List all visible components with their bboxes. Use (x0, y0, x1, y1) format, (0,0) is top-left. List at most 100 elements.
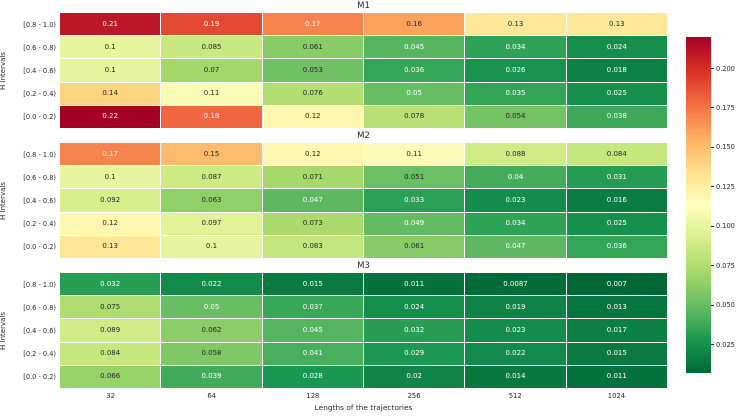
colorbar-tick: 0.150 (711, 143, 735, 151)
heatmap-cell: 0.036 (566, 235, 667, 258)
heatmap-cell: 0.05 (364, 82, 465, 105)
plot-title-m2: M2 (357, 131, 370, 141)
y-tick-label: [0.4 - 0.6) (23, 196, 56, 205)
heatmap-cell: 0.034 (465, 212, 566, 235)
y-tick-label: [0.4 - 0.6) (23, 66, 56, 75)
colorbar-tick: 0.075 (711, 262, 735, 270)
colorbar-tick-label: 0.175 (716, 103, 735, 112)
colorbar-tick-label: 0.150 (716, 143, 735, 152)
heatmap-cell: 0.0087 (465, 273, 566, 296)
heatmap-cell: 0.047 (465, 235, 566, 258)
heatmap-cell: 0.084 (60, 342, 161, 365)
heatmap-cell: 0.084 (566, 143, 667, 166)
heatmap-cell: 0.12 (262, 105, 363, 128)
y-tick-label: [0.2 - 0.4) (23, 219, 56, 228)
heatmap-cell: 0.051 (364, 166, 465, 189)
y-tick-label: [0.0 - 0.2) (23, 112, 56, 121)
heatmap-cell: 0.041 (262, 342, 363, 365)
heatmap-cell: 0.1 (60, 59, 161, 82)
heatmap-cell: 0.04 (465, 166, 566, 189)
heatmap-cell: 0.014 (465, 365, 566, 388)
colorbar-tick: 0.175 (711, 104, 735, 112)
y-tick-label: [0.8 - 1.0) (23, 20, 56, 29)
y-tick-label: [0.8 - 1.0) (23, 280, 56, 289)
y-tick-label: [0.4 - 0.6) (23, 326, 56, 335)
heatmap-m3: 0.032 0.022 0.015 0.011 0.0087 0.007 0.075 0.05… (60, 273, 667, 388)
y-tick-label: [0.0 - 0.2) (23, 242, 56, 251)
colorbar-tick: 0.050 (711, 301, 735, 309)
heatmap-cell: 0.1 (60, 36, 161, 59)
heatmap-cell: 0.026 (465, 59, 566, 82)
heatmap-cell: 0.036 (364, 59, 465, 82)
x-tick-label: 128 (306, 392, 320, 400)
heatmap-cell: 0.17 (60, 143, 161, 166)
heatmap-cell: 0.029 (364, 342, 465, 365)
heatmap-cell: 0.022 (465, 342, 566, 365)
heatmap-cell: 0.15 (161, 143, 262, 166)
colorbar-tick-label: 0.050 (716, 301, 735, 310)
heatmap-cell: 0.011 (364, 273, 465, 296)
heatmap-cell: 0.12 (60, 212, 161, 235)
heatmap-cell: 0.076 (262, 82, 363, 105)
heatmap-cell: 0.073 (262, 212, 363, 235)
heatmap-m1: 0.21 0.19 0.17 0.16 0.13 0.13 0.1 0.085 0.061 0.0… (60, 13, 667, 128)
heatmap-cell: 0.19 (161, 13, 262, 36)
heatmap-cell: 0.22 (60, 105, 161, 128)
heatmap-cell: 0.058 (161, 342, 262, 365)
heatmap-cell: 0.02 (364, 365, 465, 388)
heatmap-cell: 0.047 (262, 189, 363, 212)
colorbar-tick-mark (711, 68, 714, 70)
heatmap-cell: 0.089 (60, 319, 161, 342)
heatmap-cell: 0.015 (262, 273, 363, 296)
x-tick-label: 512 (508, 392, 522, 400)
y-tick-label: [0.6 - 0.8) (23, 43, 56, 52)
heatmap-cell: 0.12 (262, 143, 363, 166)
colorbar-tick-mark (711, 304, 714, 306)
heatmap-cell: 0.061 (262, 36, 363, 59)
heatmap-cell: 0.097 (161, 212, 262, 235)
plot-title-m1: M1 (357, 1, 370, 11)
heatmap-cell: 0.078 (364, 105, 465, 128)
colorbar-tick: 0.100 (711, 222, 735, 230)
colorbar-tick-mark (711, 344, 714, 346)
heatmap-cell: 0.045 (262, 319, 363, 342)
heatmap-cell: 0.11 (364, 143, 465, 166)
colorbar-tick: 0.025 (711, 341, 735, 349)
colorbar-tick-label: 0.125 (716, 182, 735, 191)
heatmap-cell: 0.023 (465, 189, 566, 212)
heatmap-cell: 0.17 (262, 13, 363, 36)
y-tick-label: [0.2 - 0.4) (23, 349, 56, 358)
colorbar-tick-label: 0.025 (716, 340, 735, 349)
heatmap-cell: 0.024 (364, 296, 465, 319)
heatmap-cell: 0.071 (262, 166, 363, 189)
heatmap-cell: 0.1 (161, 235, 262, 258)
heatmap-cell: 0.025 (566, 212, 667, 235)
heatmap-cell: 0.034 (465, 36, 566, 59)
heatmap-cell: 0.13 (465, 13, 566, 36)
heatmap-cell: 0.037 (262, 296, 363, 319)
heatmap-cell: 0.017 (566, 319, 667, 342)
heatmap-cell: 0.13 (566, 13, 667, 36)
colorbar-tick-label: 0.075 (716, 261, 735, 270)
heatmap-cell: 0.011 (566, 365, 667, 388)
heatmap-cell: 0.015 (566, 342, 667, 365)
heatmap-cell: 0.16 (364, 13, 465, 36)
heatmap-cell: 0.075 (60, 296, 161, 319)
colorbar-tick-label: 0.100 (716, 222, 735, 231)
heatmap-cell: 0.05 (161, 296, 262, 319)
heatmap-cell: 0.013 (566, 296, 667, 319)
y-tick-label: [0.6 - 0.8) (23, 173, 56, 182)
heatmap-cell: 0.061 (364, 235, 465, 258)
heatmap-cell: 0.016 (566, 189, 667, 212)
heatmap-cell: 0.049 (364, 212, 465, 235)
heatmap-cell: 0.024 (566, 36, 667, 59)
x-tick-label: 32 (106, 392, 115, 400)
heatmap-cell: 0.21 (60, 13, 161, 36)
heatmap-cell: 0.032 (60, 273, 161, 296)
y-tick-label: [0.2 - 0.4) (23, 89, 56, 98)
heatmap-m2: 0.17 0.15 0.12 0.11 0.088 0.084 0.1 0.087 0.071 0… (60, 143, 667, 258)
heatmap-cell: 0.085 (161, 36, 262, 59)
colorbar: 0.200 0.175 0.150 0.125 0.100 0.075 0.050 0.025 (686, 37, 735, 373)
heatmap-cell: 0.045 (364, 36, 465, 59)
heatmap-cell: 0.13 (60, 235, 161, 258)
